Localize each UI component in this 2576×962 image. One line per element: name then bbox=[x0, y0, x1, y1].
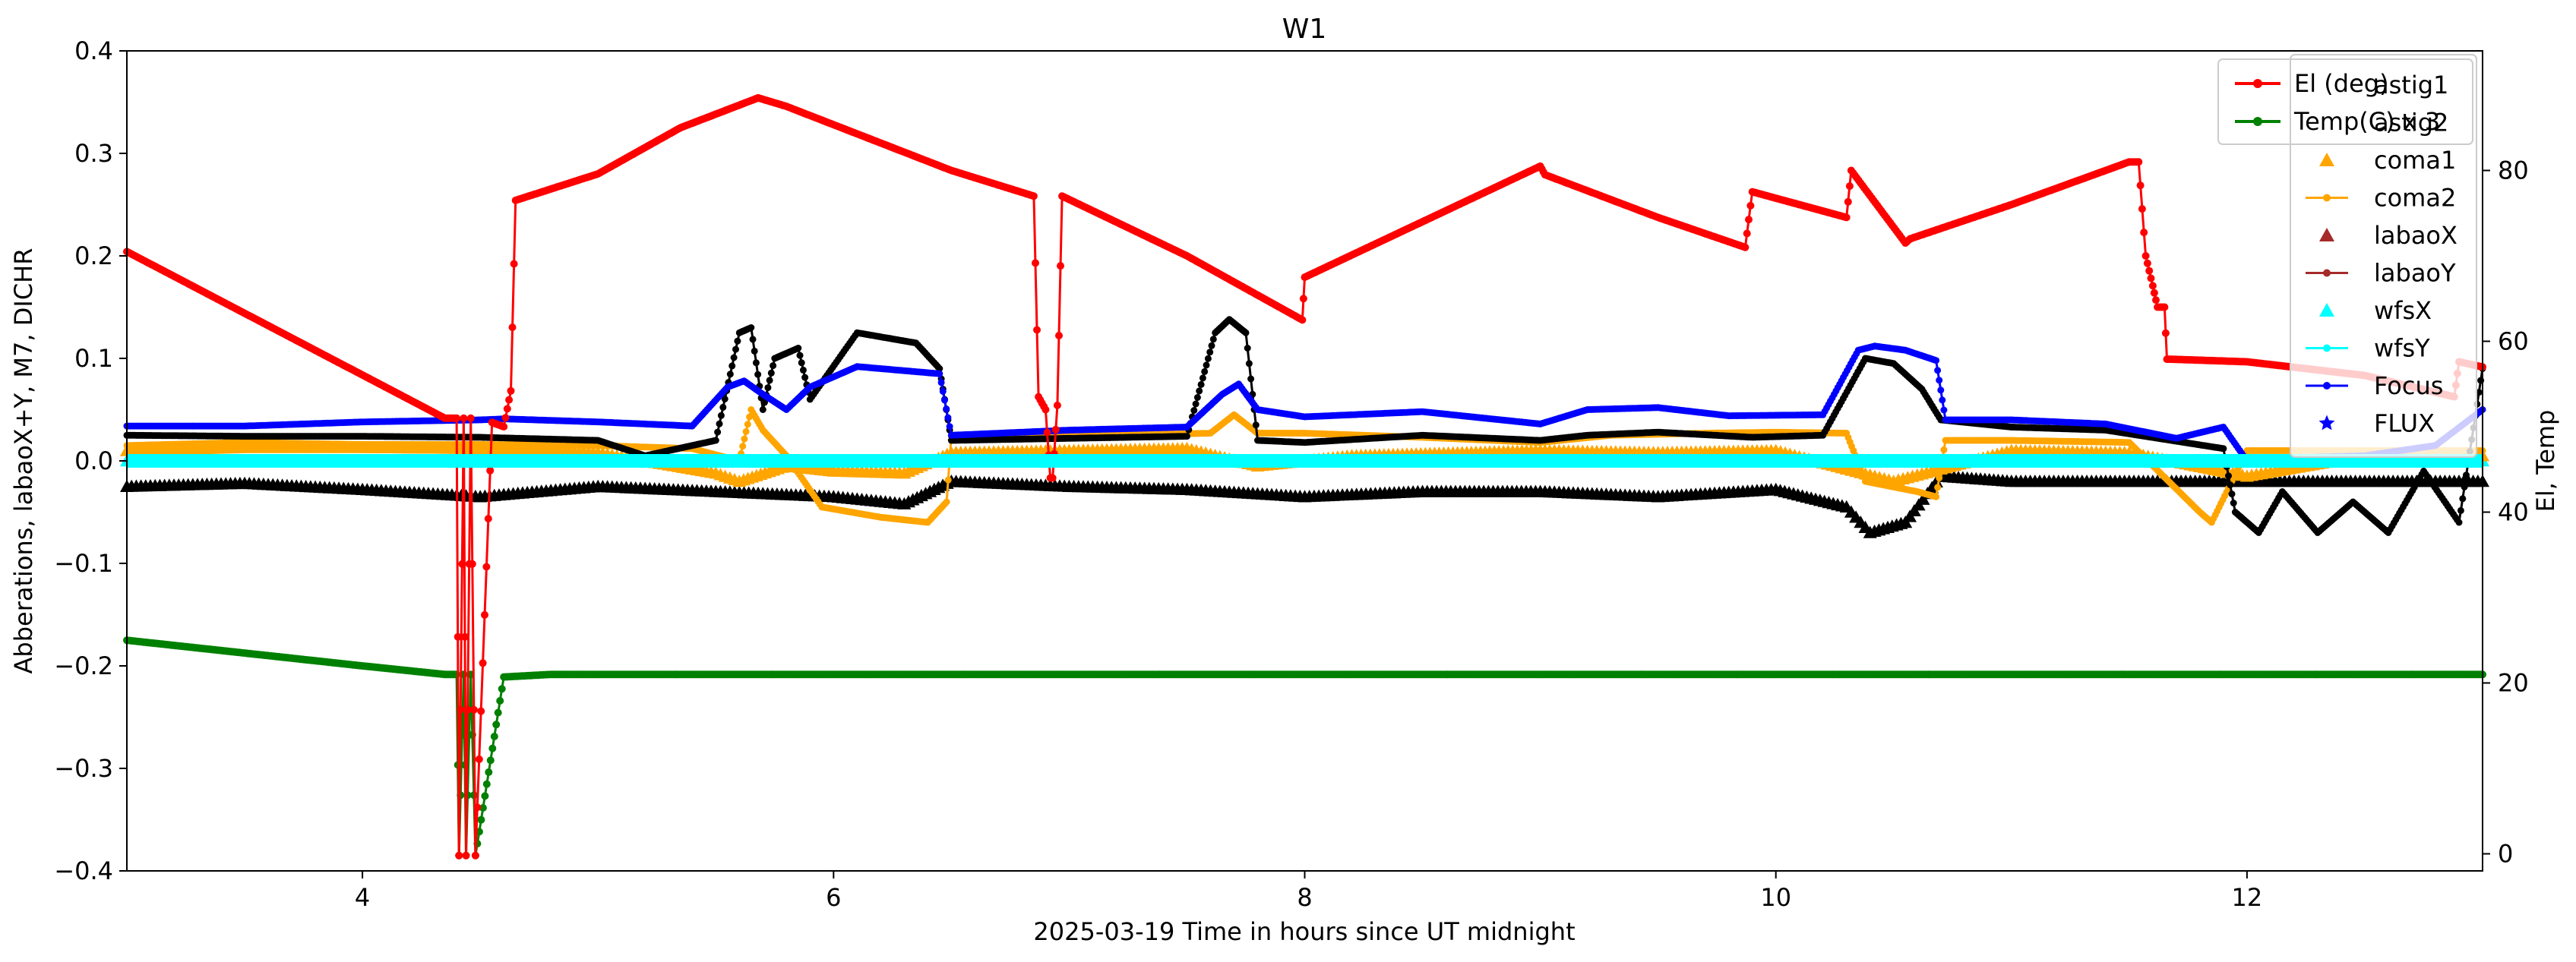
series-point bbox=[753, 359, 760, 366]
series-point bbox=[741, 436, 748, 443]
series-point bbox=[1934, 484, 1941, 490]
series-point bbox=[795, 345, 801, 352]
series-point bbox=[729, 362, 735, 369]
series-point bbox=[1206, 349, 1213, 355]
series-point bbox=[1244, 345, 1251, 352]
series-point bbox=[1193, 401, 1199, 408]
series-point bbox=[768, 370, 775, 377]
series-point bbox=[748, 324, 754, 331]
series-point bbox=[1936, 475, 1942, 481]
series-point bbox=[1247, 376, 1254, 383]
series-point bbox=[727, 371, 734, 377]
series-point bbox=[716, 421, 723, 427]
series-point bbox=[764, 384, 771, 391]
series-point bbox=[1246, 360, 1253, 367]
series-point bbox=[743, 428, 750, 435]
series-point bbox=[1243, 330, 1250, 336]
series-point bbox=[1198, 381, 1205, 388]
series-point bbox=[713, 437, 719, 444]
series-point bbox=[1253, 421, 1260, 428]
series-point bbox=[770, 362, 776, 369]
series-point bbox=[1209, 342, 1215, 349]
series-point bbox=[801, 374, 808, 381]
series-point bbox=[714, 429, 721, 436]
series-point bbox=[1210, 336, 1217, 342]
series-point bbox=[943, 499, 950, 506]
series-point bbox=[744, 421, 751, 427]
series-point bbox=[1184, 433, 1190, 440]
series-point bbox=[732, 346, 739, 353]
series-point bbox=[1205, 355, 1212, 362]
series-point bbox=[798, 359, 805, 366]
series-point bbox=[797, 352, 804, 359]
series-point bbox=[731, 355, 738, 361]
series-point bbox=[800, 367, 807, 374]
series-point bbox=[1201, 368, 1208, 375]
series-point bbox=[945, 477, 952, 484]
series-point bbox=[766, 377, 773, 383]
series-point bbox=[750, 336, 757, 342]
series-point bbox=[1196, 387, 1203, 394]
series-point bbox=[754, 371, 761, 378]
series-point bbox=[1194, 394, 1201, 401]
series-point bbox=[1940, 446, 1947, 453]
series-point bbox=[751, 348, 758, 355]
series-point bbox=[1190, 407, 1197, 414]
series-point bbox=[1933, 494, 1939, 500]
series-point bbox=[1199, 374, 1206, 381]
series-point bbox=[718, 412, 725, 419]
series-point bbox=[734, 338, 741, 345]
series-point bbox=[760, 406, 766, 413]
series-point bbox=[719, 404, 726, 411]
series-point bbox=[739, 443, 746, 449]
series-point bbox=[1203, 361, 1210, 368]
